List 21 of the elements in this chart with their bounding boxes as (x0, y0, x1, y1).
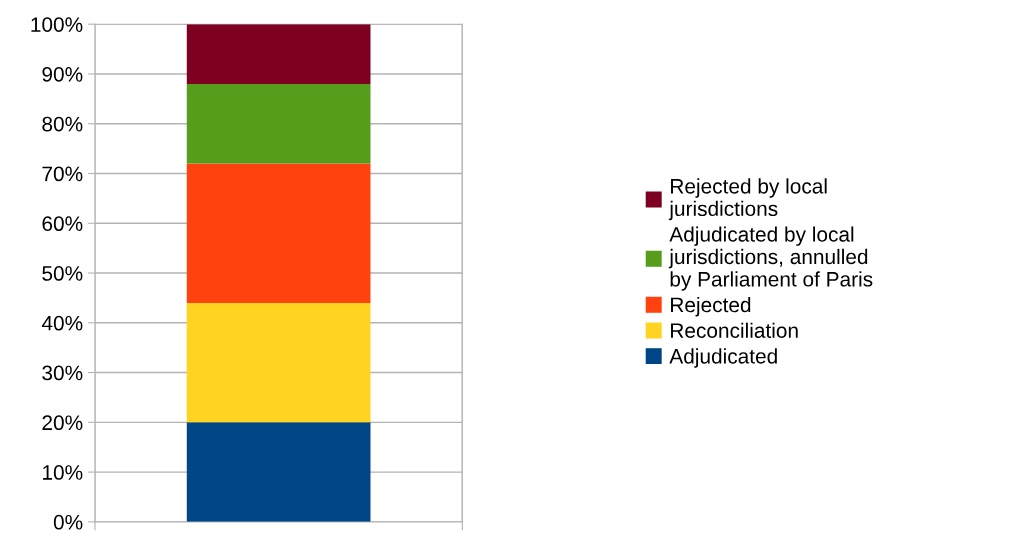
legend-label: Reconciliation (671, 322, 798, 338)
y-tick-label: 20% (42, 415, 83, 431)
bar (186, 302, 371, 423)
legend-label: Adjudicated (669, 348, 777, 368)
bar (186, 163, 371, 303)
legend-label: Rejected (671, 296, 751, 317)
y-tick-label: 10% (43, 465, 83, 480)
bar (186, 83, 371, 164)
y-tick-label: 70% (42, 166, 83, 182)
legend-label: Adjudicated by local jurisdictions, annulled by Parliament of Paris (668, 226, 873, 291)
y-tick-label: 50% (42, 266, 83, 281)
y-tick-label: 60% (42, 216, 83, 232)
legend-label: Rejected by local jurisdictions (668, 178, 827, 221)
bar (186, 422, 371, 522)
y-tick-label: 100% (31, 17, 83, 32)
bar (186, 24, 371, 84)
y-tick-label: 0% (53, 514, 83, 530)
y-tick-label: 40% (41, 315, 83, 331)
y-tick-label: 30% (42, 365, 83, 381)
y-tick-label: 90% (42, 66, 83, 82)
y-tick-label: 80% (42, 116, 83, 132)
